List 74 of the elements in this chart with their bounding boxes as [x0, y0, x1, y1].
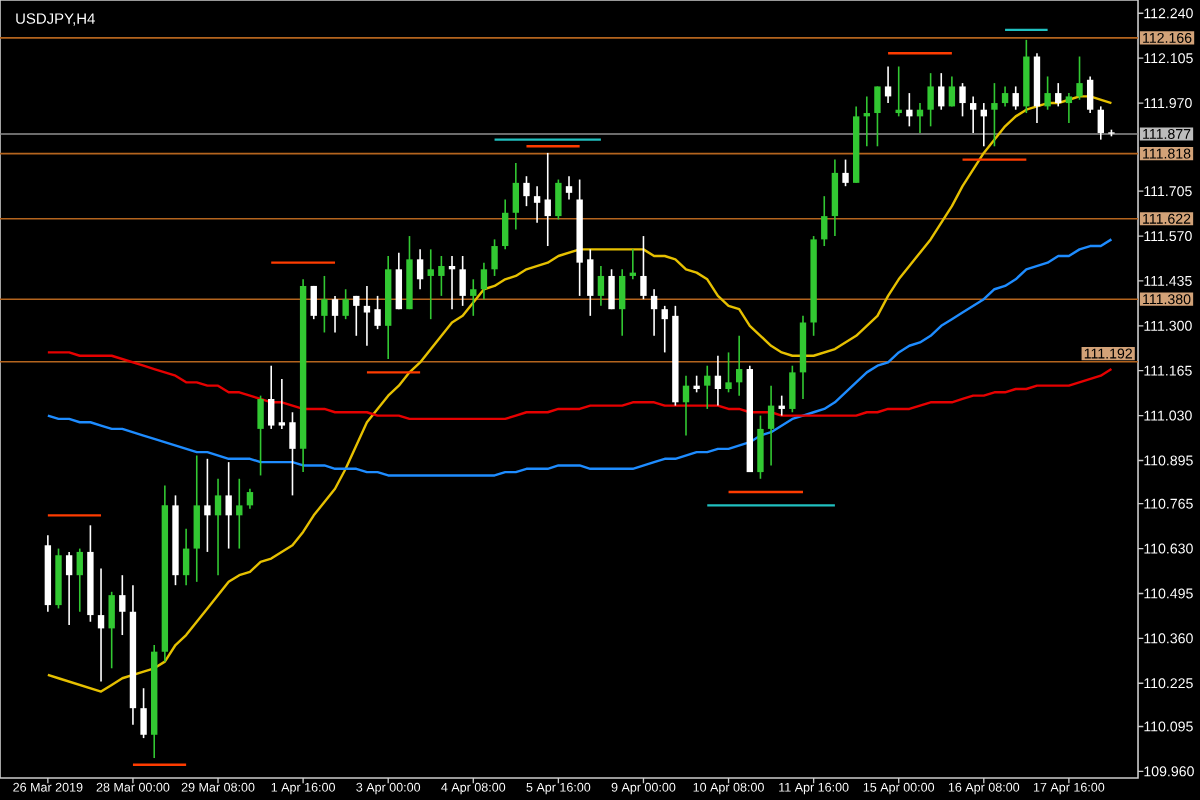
candlestick	[523, 175, 530, 207]
candlestick	[948, 75, 956, 108]
candlestick	[246, 487, 254, 510]
candlestick	[597, 265, 605, 307]
candlestick	[502, 198, 509, 251]
candlestick	[1055, 82, 1062, 108]
candlestick	[65, 551, 73, 626]
candlestick	[682, 374, 690, 437]
candlestick	[704, 364, 711, 410]
candlestick	[268, 364, 275, 430]
candlestick	[310, 285, 317, 320]
candlestick	[119, 574, 126, 636]
candlestick	[831, 158, 839, 237]
candlestick	[884, 65, 892, 104]
candlestick	[416, 248, 424, 291]
candlestick	[470, 278, 477, 317]
candlestick	[236, 477, 243, 550]
candlestick	[544, 152, 551, 247]
candlestick	[1086, 75, 1094, 114]
candlestick	[842, 158, 849, 187]
candlestick	[874, 85, 881, 148]
candlestick	[76, 547, 83, 613]
candlestick	[438, 255, 445, 297]
candlestick	[204, 458, 211, 553]
candlestick	[725, 351, 732, 394]
candlestick	[959, 82, 966, 118]
candlestick	[331, 295, 339, 334]
candlestick	[640, 235, 647, 301]
candlestick	[427, 248, 434, 320]
candlestick	[1097, 105, 1104, 141]
candlestick	[182, 527, 190, 586]
candlestick	[757, 414, 764, 480]
candlestick	[735, 335, 743, 397]
candlestick	[789, 364, 796, 414]
candlestick	[140, 687, 147, 739]
candlestick	[108, 591, 115, 670]
candlestick	[1012, 85, 1019, 111]
candlestick	[608, 268, 615, 310]
candlestick	[289, 411, 296, 497]
candlestick	[661, 305, 668, 354]
candlestick	[714, 354, 722, 407]
candlestick	[927, 72, 934, 128]
candlestick	[97, 567, 105, 683]
candlestick	[1001, 85, 1009, 108]
candlestick	[587, 248, 594, 317]
candlestick	[214, 477, 222, 576]
candlestick	[565, 175, 573, 201]
candlestick	[969, 95, 977, 134]
candlestick	[342, 288, 349, 320]
candlestick	[512, 162, 520, 231]
candlestick	[619, 268, 626, 337]
candlestick	[459, 255, 466, 307]
candlestick	[991, 82, 998, 148]
candlestick	[363, 285, 371, 347]
candlestick	[353, 295, 360, 337]
candlestick	[555, 178, 562, 221]
candlestick	[374, 295, 381, 330]
candlestick	[938, 72, 945, 111]
candlestick	[767, 384, 775, 467]
candlestick	[533, 185, 541, 224]
candlestick	[395, 251, 403, 310]
candlestick	[491, 238, 498, 277]
candlestick	[906, 92, 913, 128]
candlestick	[480, 261, 488, 301]
candlestick	[1076, 55, 1083, 101]
candlestick	[821, 195, 828, 247]
candlestick	[1065, 92, 1073, 124]
candlestick	[278, 378, 286, 430]
candlestick	[650, 288, 658, 337]
candlestick	[193, 454, 200, 583]
candlestick	[1044, 75, 1051, 111]
candlestick	[257, 394, 264, 477]
candlestick	[225, 461, 232, 550]
candlestick	[321, 275, 328, 334]
